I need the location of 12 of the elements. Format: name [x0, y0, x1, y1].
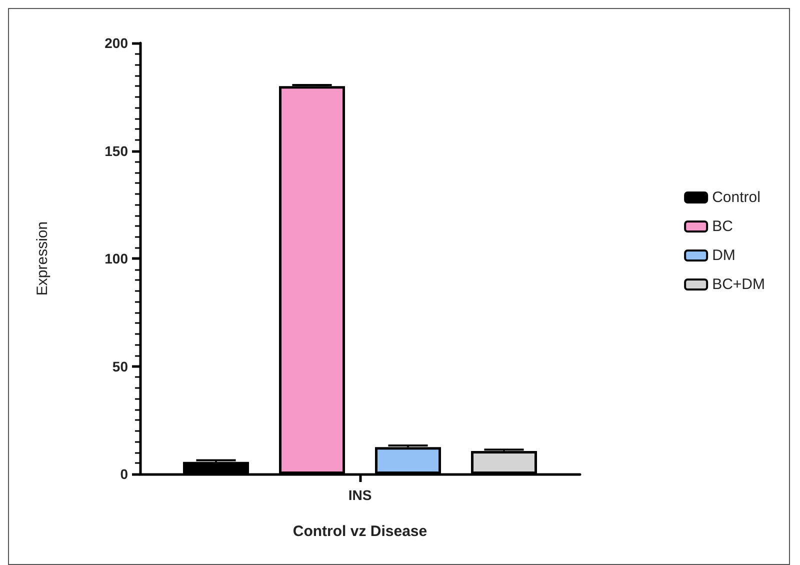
legend-label: BC+DM: [712, 276, 766, 293]
legend-label: Control: [712, 189, 760, 206]
x-axis-title: Control vz Disease: [292, 523, 428, 540]
y-tick-label: 0: [120, 466, 128, 482]
y-tick-label: 100: [104, 250, 128, 266]
y-tick-label: 200: [104, 35, 128, 51]
y-tick-label: 150: [104, 142, 128, 159]
y-tick-label: 50: [112, 358, 128, 374]
legend-label: BC: [712, 218, 734, 235]
x-tick-label: INS: [348, 487, 372, 503]
y-axis-title: Expression: [34, 221, 51, 296]
legend-label: DM: [712, 247, 736, 264]
